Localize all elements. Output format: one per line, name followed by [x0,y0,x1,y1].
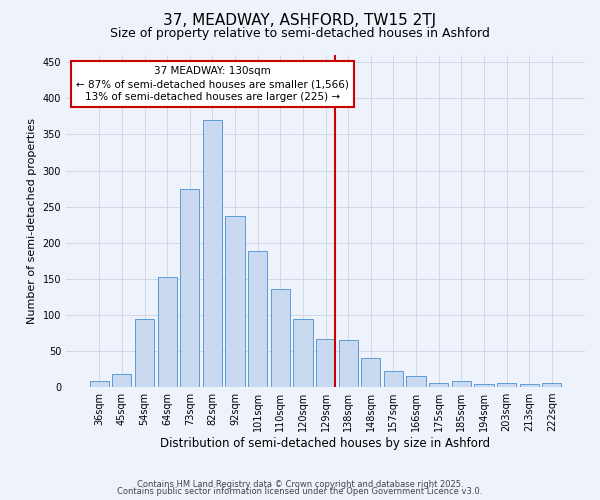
Bar [248,252,267,387]
Bar [316,340,335,387]
Bar [226,216,245,387]
Text: Contains public sector information licensed under the Open Government Licence v3: Contains public sector information licen… [118,487,482,496]
Bar [429,384,448,387]
Bar [361,358,380,387]
Bar [180,188,199,387]
Bar [203,120,222,387]
Bar [135,318,154,387]
Bar [497,384,516,387]
Text: Size of property relative to semi-detached houses in Ashford: Size of property relative to semi-detach… [110,28,490,40]
Bar [293,318,313,387]
Bar [158,278,177,387]
Bar [406,376,425,387]
Bar [271,289,290,387]
Bar [89,382,109,387]
Text: Contains HM Land Registry data © Crown copyright and database right 2025.: Contains HM Land Registry data © Crown c… [137,480,463,489]
Bar [384,371,403,387]
Text: 37 MEADWAY: 130sqm
← 87% of semi-detached houses are smaller (1,566)
13% of semi: 37 MEADWAY: 130sqm ← 87% of semi-detache… [76,66,349,102]
Bar [112,374,131,387]
Bar [474,384,494,387]
Text: 37, MEADWAY, ASHFORD, TW15 2TJ: 37, MEADWAY, ASHFORD, TW15 2TJ [163,12,437,28]
Bar [338,340,358,387]
Bar [520,384,539,387]
Y-axis label: Number of semi-detached properties: Number of semi-detached properties [27,118,37,324]
Bar [542,384,562,387]
Bar [452,380,471,387]
X-axis label: Distribution of semi-detached houses by size in Ashford: Distribution of semi-detached houses by … [160,437,491,450]
